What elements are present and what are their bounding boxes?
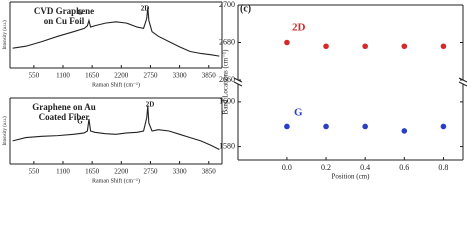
peak-label: 2D bbox=[141, 5, 150, 13]
x-tick-label: 0.2 bbox=[321, 163, 331, 172]
x-tick-label: 1100 bbox=[56, 168, 70, 176]
series-label: 2D bbox=[292, 22, 306, 34]
data-point bbox=[440, 43, 447, 50]
spectrum-line bbox=[12, 7, 220, 57]
data-point bbox=[401, 43, 408, 50]
data-point bbox=[362, 123, 368, 130]
y-tick-label: 2700 bbox=[219, 0, 235, 9]
panel-title: on Cu Foil bbox=[44, 16, 85, 26]
x-tick-label: 1100 bbox=[56, 72, 70, 80]
x-tick-label: 0.6 bbox=[399, 163, 409, 172]
figure: 550 1100 1650 2200 2750 3300 3850 Raman Shift (… bbox=[3, 0, 468, 184]
x-tick-label: 2750 bbox=[143, 72, 158, 80]
y-tick-label: 2680 bbox=[219, 37, 235, 46]
data-point bbox=[362, 43, 368, 50]
x-tick-label: 3300 bbox=[173, 168, 188, 176]
spectrum-line bbox=[12, 105, 220, 150]
data-point bbox=[323, 123, 329, 130]
y-tick-label: 1580 bbox=[219, 141, 235, 150]
x-axis-label: Raman Shift (cm⁻¹) bbox=[92, 177, 140, 184]
x-tick-label: 0.4 bbox=[360, 163, 370, 172]
x-tick-label: 0.0 bbox=[282, 163, 292, 172]
x-tick-label: 3300 bbox=[173, 72, 188, 80]
peak-label: G bbox=[77, 118, 83, 126]
data-point bbox=[440, 123, 447, 130]
x-tick-label: 550 bbox=[29, 168, 40, 176]
x-tick-label: 1650 bbox=[85, 72, 100, 80]
panel-title: Coated Fiber bbox=[39, 112, 90, 122]
y-axis-label: Band Locations (cm⁻¹) bbox=[222, 49, 230, 115]
x-tick-label: 0.8 bbox=[438, 163, 448, 172]
x-tick-label: 1650 bbox=[85, 168, 100, 176]
y-axis-label: Intensity (a.u.) bbox=[3, 116, 8, 146]
panel-label: (c) bbox=[240, 3, 251, 14]
x-axis-label: Raman Shift (cm⁻¹) bbox=[92, 81, 140, 88]
data-point bbox=[401, 128, 408, 134]
x-tick-label: 3850 bbox=[202, 168, 217, 176]
x-tick-label: 2200 bbox=[114, 72, 129, 80]
x-tick-label: 550 bbox=[29, 72, 40, 80]
peak-label: 2D bbox=[146, 101, 155, 109]
x-tick-label: 2200 bbox=[114, 168, 129, 176]
data-point bbox=[284, 123, 290, 130]
data-point bbox=[284, 39, 290, 46]
x-tick-label: 2750 bbox=[143, 168, 158, 176]
peak-label: G bbox=[77, 9, 83, 17]
panel-title: Graphene on Au bbox=[32, 102, 96, 112]
series-label: G bbox=[294, 107, 303, 119]
x-tick-label: 3850 bbox=[202, 72, 217, 80]
panel-title: CVD Graphene bbox=[34, 6, 94, 16]
y-axis-label: Intensity (a.u.) bbox=[3, 20, 8, 50]
x-axis-label: Position (cm) bbox=[332, 173, 371, 181]
y-tick-label: 2660 bbox=[219, 75, 235, 84]
y-tick-label: 1600 bbox=[219, 97, 235, 106]
data-point bbox=[323, 43, 329, 50]
